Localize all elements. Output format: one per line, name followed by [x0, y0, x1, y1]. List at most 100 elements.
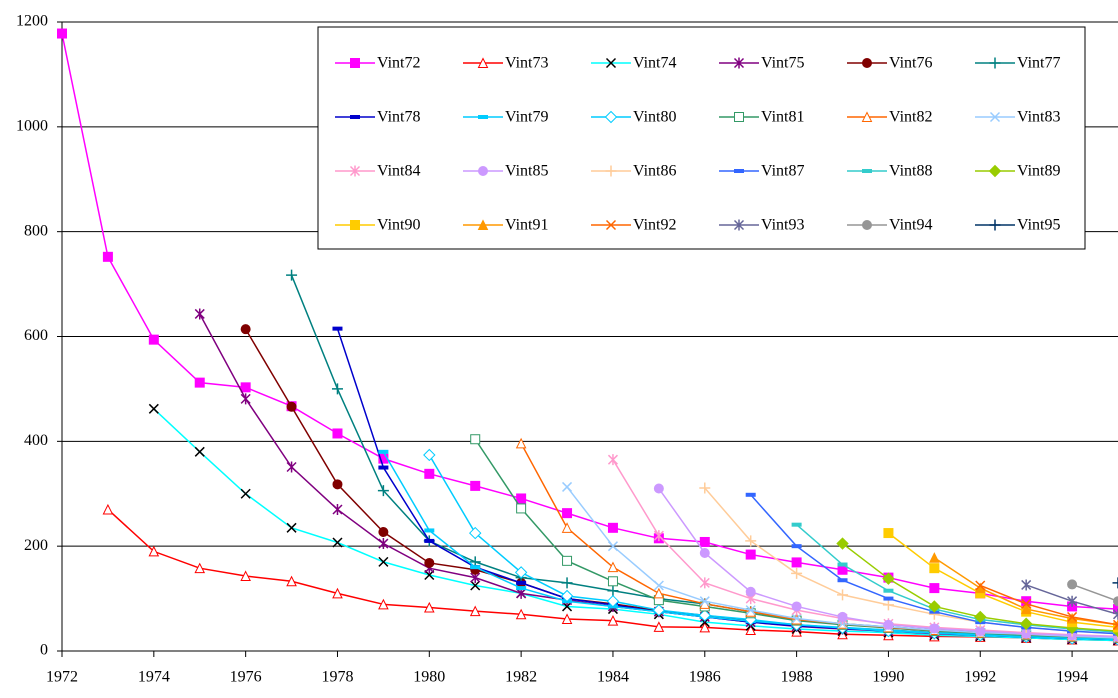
marker [286, 269, 298, 281]
marker [332, 587, 343, 599]
marker [423, 448, 436, 462]
legend-label: Vint75 [761, 55, 804, 72]
series-line [61, 33, 1118, 610]
marker [929, 623, 940, 634]
marker [989, 111, 1001, 123]
x-tick-label: 1974 [138, 669, 170, 686]
marker [469, 526, 482, 540]
legend-box [317, 26, 1086, 250]
marker [989, 57, 1001, 69]
x-tick-label: 1978 [321, 669, 353, 686]
marker [699, 547, 710, 558]
marker [470, 434, 481, 445]
marker [424, 538, 435, 543]
marker [791, 601, 802, 612]
series-line [612, 459, 1118, 638]
marker [699, 596, 710, 607]
marker [989, 219, 1001, 231]
y-tick-label: 1200 [16, 13, 48, 30]
marker [194, 377, 205, 388]
marker [607, 614, 619, 626]
marker [929, 563, 940, 574]
marker [653, 580, 664, 591]
series [286, 269, 1118, 643]
legend-label: Vint83 [1017, 109, 1060, 126]
marker [882, 572, 895, 585]
marker [745, 586, 756, 597]
marker [148, 334, 159, 345]
marker [791, 522, 802, 527]
marker [194, 562, 206, 574]
marker [561, 613, 573, 625]
marker [862, 220, 872, 230]
marker [286, 575, 297, 587]
marker [561, 577, 573, 589]
marker [837, 578, 848, 583]
series-line [796, 524, 1118, 633]
marker [607, 541, 618, 552]
marker [560, 589, 574, 603]
marker [1067, 595, 1078, 607]
marker [516, 586, 527, 591]
marker [102, 503, 114, 515]
marker [837, 589, 849, 601]
y-tick-label: 200 [24, 537, 48, 554]
legend-label: Vint82 [889, 109, 932, 126]
marker [286, 401, 297, 412]
legend: Vint72 Vint73 Vint74 Vint75 Vint76 Vint77 Vint… [317, 26, 1086, 250]
marker [604, 110, 618, 124]
marker [286, 522, 297, 533]
series [1112, 577, 1118, 589]
marker [240, 382, 251, 393]
legend-label: Vint73 [505, 55, 548, 72]
marker [862, 58, 872, 68]
series [975, 580, 1118, 630]
legend-label: Vint80 [633, 109, 676, 126]
marker [562, 555, 573, 566]
marker [837, 611, 848, 622]
marker [699, 536, 710, 547]
marker [469, 605, 481, 617]
marker [350, 58, 360, 68]
legend-label: Vint92 [633, 217, 676, 234]
x-tick-label: 1984 [597, 669, 629, 686]
marker [562, 508, 573, 519]
marker [883, 596, 894, 601]
marker [424, 468, 435, 479]
y-tick-label: 400 [24, 432, 48, 449]
marker [286, 461, 297, 473]
marker [988, 164, 1002, 178]
marker [514, 566, 528, 579]
marker [607, 561, 619, 573]
x-tick-label: 1994 [1056, 669, 1088, 686]
marker [606, 594, 620, 608]
marker [883, 528, 894, 539]
marker [240, 393, 251, 405]
marker [516, 580, 527, 585]
legend-label: Vint72 [377, 55, 420, 72]
marker [57, 28, 67, 39]
marker [478, 166, 488, 176]
marker [377, 485, 389, 497]
marker [653, 483, 664, 494]
marker [516, 493, 527, 504]
marker [791, 544, 802, 549]
marker [332, 326, 343, 331]
marker [698, 609, 711, 622]
marker [1021, 579, 1032, 591]
marker [699, 621, 711, 633]
marker [861, 111, 873, 122]
marker [862, 169, 872, 173]
marker [699, 482, 711, 494]
marker [791, 557, 802, 568]
marker [148, 403, 159, 414]
marker [1021, 598, 1032, 609]
marker [745, 605, 756, 616]
marker [882, 599, 894, 611]
legend-label: Vint81 [761, 109, 804, 126]
series-line [428, 454, 1118, 641]
series [1067, 579, 1118, 607]
series [883, 528, 1118, 633]
marker [929, 552, 940, 563]
